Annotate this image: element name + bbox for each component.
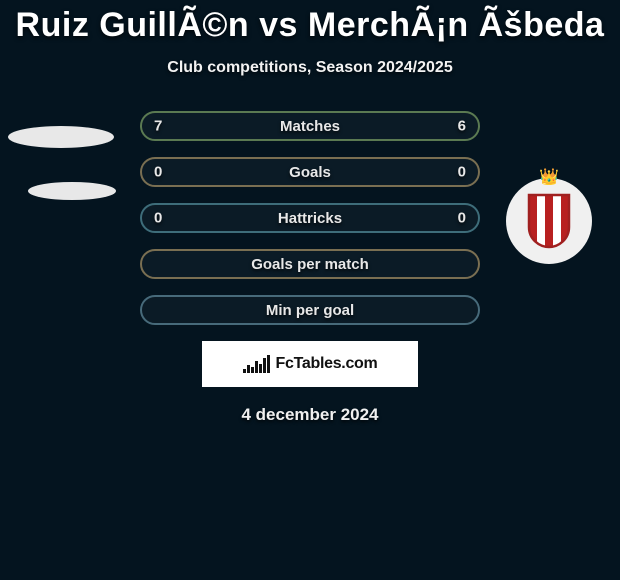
stat-label: Hattricks	[278, 210, 342, 227]
stat-label: Goals per match	[251, 256, 369, 273]
stat-row: 7 Matches 6	[140, 111, 480, 141]
page-title: Ruiz GuillÃ©n vs MerchÃ¡n Ãšbeda	[0, 0, 620, 45]
stat-row: 0 Hattricks 0	[140, 203, 480, 233]
stat-row: Goals per match	[140, 249, 480, 279]
left-club-placeholder-1	[8, 126, 114, 148]
stats-list: 7 Matches 6 0 Goals 0 0 Hattricks 0 Goals per mat…	[140, 111, 480, 325]
stat-row: Min per goal	[140, 295, 480, 325]
stat-left-value: 0	[154, 210, 162, 227]
stat-right-value: 6	[458, 118, 466, 135]
stat-left-value: 7	[154, 118, 162, 135]
shield-icon	[527, 193, 571, 249]
subtitle: Club competitions, Season 2024/2025	[0, 59, 620, 77]
brand-text: FcTables.com	[276, 355, 378, 373]
crown-icon: 👑	[539, 170, 559, 186]
date: 4 december 2024	[0, 405, 620, 425]
stat-label: Matches	[280, 118, 340, 135]
stat-label: Min per goal	[266, 302, 354, 319]
stat-label: Goals	[289, 164, 331, 181]
bars-icon	[243, 355, 270, 373]
stat-right-value: 0	[458, 164, 466, 181]
left-club-placeholder-2	[28, 182, 116, 200]
brand-box: FcTables.com	[202, 341, 418, 387]
stat-right-value: 0	[458, 210, 466, 227]
right-club-logo: 👑	[506, 178, 592, 264]
stat-row: 0 Goals 0	[140, 157, 480, 187]
stat-left-value: 0	[154, 164, 162, 181]
